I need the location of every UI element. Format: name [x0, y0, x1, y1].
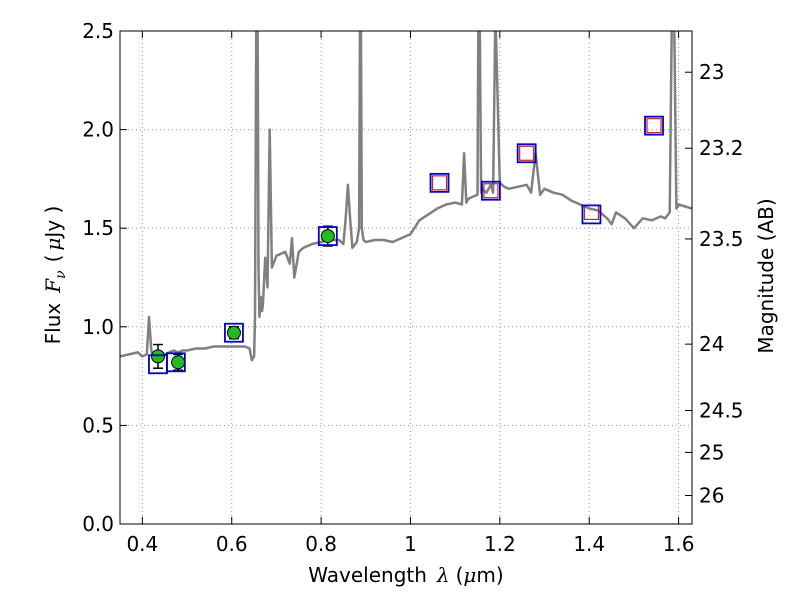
model-point	[429, 172, 450, 193]
upper-limit-marker	[483, 183, 499, 199]
y-tick-label: 2.5	[82, 19, 114, 43]
x-axis-label: Wavelength λ (μm)	[308, 563, 503, 587]
model-point	[581, 204, 602, 225]
tick-labels: 0.4 0.6 0.8 1 1.2 1.4 1.6 0.0 0.5 1.0 1.5 2.0 2.5 23 2…	[82, 19, 743, 556]
x-tick-label: 0.8	[305, 532, 337, 556]
spectrum-series	[120, 31, 692, 362]
model-point	[224, 322, 244, 343]
y2-tick-label: 23.2	[699, 136, 744, 160]
y-tick-label: 1.5	[82, 216, 114, 240]
y-tick-label: 1.0	[82, 315, 114, 339]
y2-tick-label: 26	[699, 483, 724, 507]
photometry-markers	[148, 115, 664, 375]
x-tick-label: 1.6	[663, 532, 695, 556]
grid-lines	[120, 31, 692, 524]
observed-point	[150, 349, 165, 364]
observed-point	[226, 325, 241, 340]
x-tick-label: 0.6	[216, 532, 248, 556]
x-tick-label: 1.2	[484, 532, 516, 556]
y2-tick-label: 23	[699, 60, 724, 84]
observed-point	[320, 229, 335, 244]
plot-frame	[119, 30, 693, 525]
x-tick-label: 1	[404, 532, 417, 556]
upper-limit-marker	[431, 175, 448, 191]
model-point	[644, 115, 664, 136]
y2-axis-label: Magnitude (AB)	[754, 198, 778, 353]
upper-limit-marker	[519, 145, 535, 161]
model-point	[317, 226, 338, 246]
model-point	[516, 143, 537, 164]
y-axis-label: FluxFν(μJy )	[41, 206, 69, 345]
y-tick-label: 2.0	[82, 118, 114, 142]
y2-tick-label: 25	[699, 440, 724, 464]
spectrum-line	[120, 31, 692, 362]
x-tick-label: 0.4	[126, 532, 158, 556]
y-tick-label: 0.0	[82, 512, 114, 536]
x-tick-label: 1.4	[573, 532, 605, 556]
model-point	[165, 352, 186, 373]
y-tick-label: 0.5	[82, 413, 114, 437]
y2-tick-label: 24.5	[699, 399, 744, 423]
upper-limit-marker	[646, 118, 662, 134]
axis-ticks	[120, 30, 692, 525]
observed-point	[171, 355, 186, 370]
y2-tick-label: 23.5	[699, 227, 744, 251]
model-point	[481, 180, 501, 201]
y2-tick-label: 24	[699, 332, 724, 356]
